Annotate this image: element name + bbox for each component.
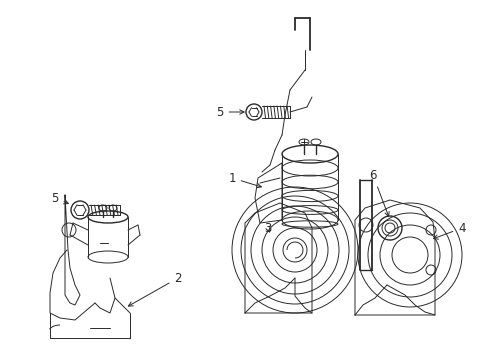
- Text: 5: 5: [216, 105, 244, 118]
- Text: 3: 3: [264, 221, 271, 234]
- Text: 1: 1: [228, 171, 261, 188]
- Text: 6: 6: [368, 168, 388, 216]
- Text: 5: 5: [51, 192, 68, 204]
- Text: 4: 4: [433, 221, 465, 239]
- Text: 2: 2: [128, 271, 182, 306]
